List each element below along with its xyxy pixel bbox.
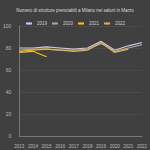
svg-text:2015: 2015 — [42, 144, 53, 149]
svg-text:2020: 2020 — [63, 21, 74, 26]
svg-text:100: 100 — [3, 23, 12, 29]
svg-text:80: 80 — [6, 45, 12, 51]
svg-text:2017: 2017 — [69, 144, 80, 149]
svg-text:2019: 2019 — [96, 144, 107, 149]
svg-text:2021: 2021 — [89, 21, 100, 26]
svg-text:60: 60 — [6, 67, 12, 73]
svg-text:2013: 2013 — [14, 144, 25, 149]
svg-text:2016: 2016 — [55, 144, 66, 149]
svg-text:0: 0 — [9, 133, 12, 139]
svg-text:20: 20 — [6, 111, 12, 117]
svg-text:2018: 2018 — [82, 144, 93, 149]
svg-text:Numero di strutture prenotabil: Numero di strutture prenotabili a Milano… — [16, 8, 134, 13]
svg-text:40: 40 — [6, 89, 12, 95]
svg-text:2019: 2019 — [37, 21, 48, 26]
svg-text:2020: 2020 — [110, 144, 121, 149]
svg-text:2022: 2022 — [137, 144, 148, 149]
svg-text:2014: 2014 — [28, 144, 39, 149]
svg-text:2021: 2021 — [123, 144, 134, 149]
svg-text:2022: 2022 — [115, 21, 126, 26]
